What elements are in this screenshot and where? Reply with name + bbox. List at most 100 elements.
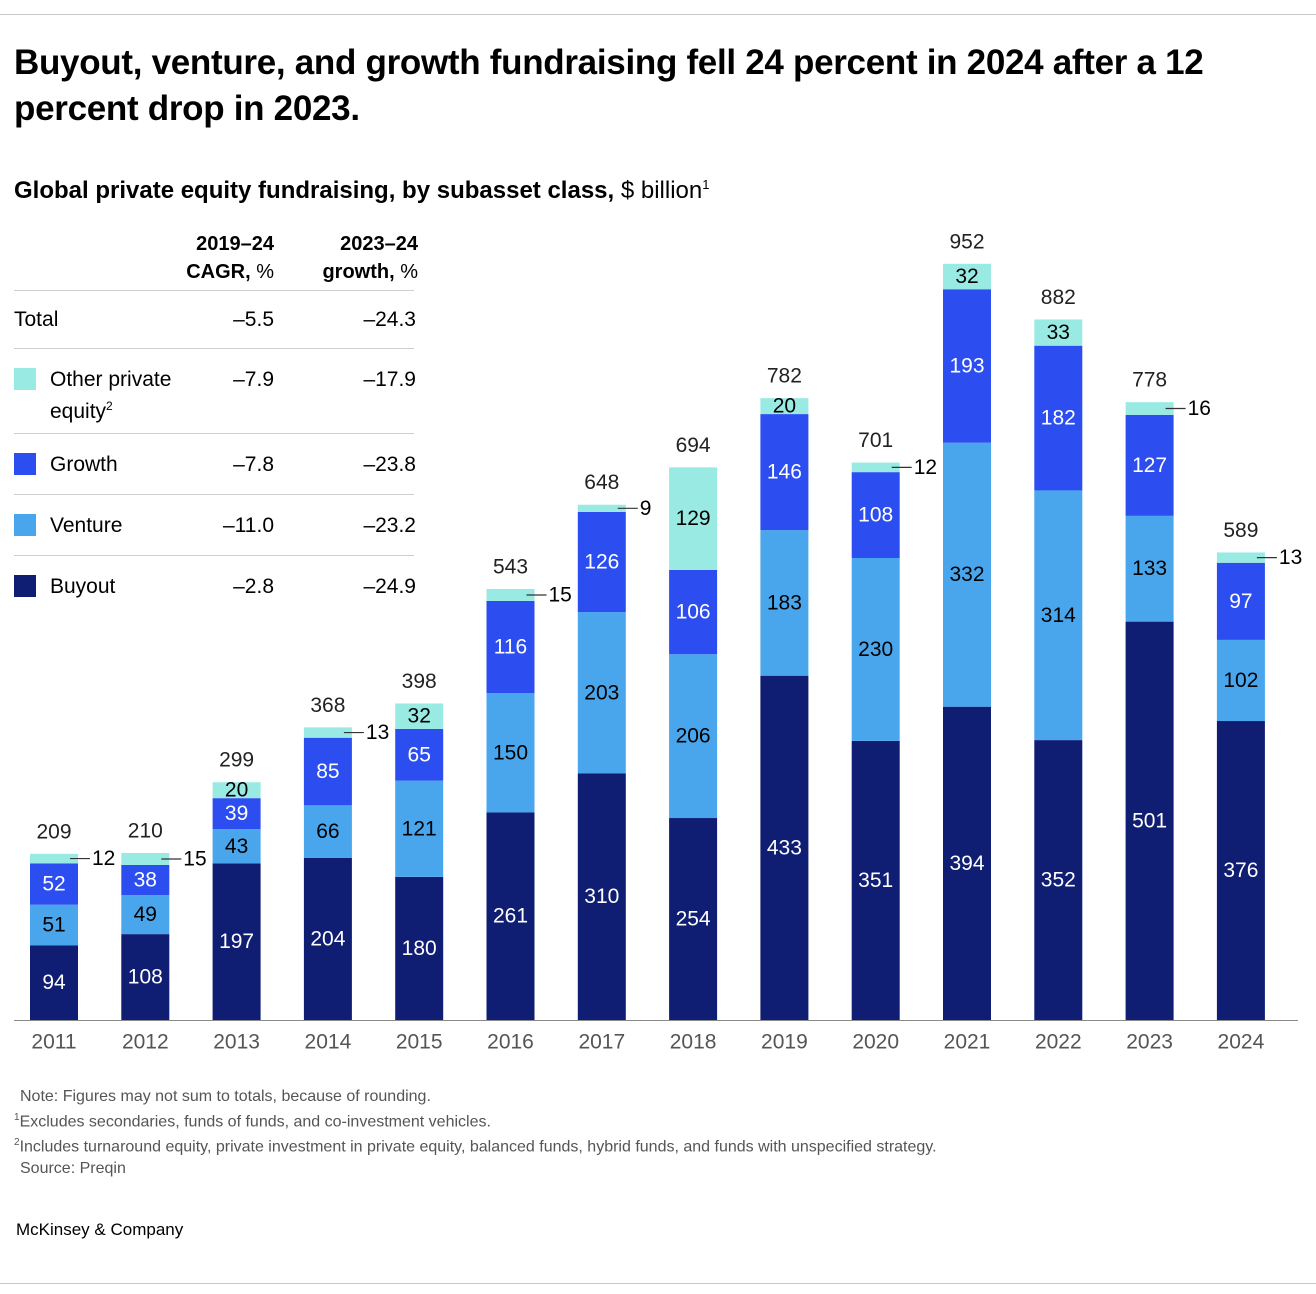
bar-segment-growth [212,798,261,830]
legend-growth-total: –24.3 [363,308,416,331]
legend-cagr-other: –7.9 [233,368,274,391]
bar-segment-growth [760,414,809,531]
bar-segment-other-private-equity [30,853,78,864]
bar-segment-growth [851,472,900,559]
bar-total-label: 648 [584,471,619,494]
bar-segment-other-private-equity [212,782,261,799]
legend-divider [14,290,414,291]
bar-segment-venture [851,558,900,741]
bar-segment-buyout [669,818,718,1020]
bar-total-label: 952 [949,230,984,253]
bar-segment-buyout [212,863,261,1020]
bar-segment-buyout [395,876,444,1020]
bar-segment-venture [486,693,535,813]
legend-cagr-growth: –7.8 [233,453,274,476]
bar-segment-growth [121,864,170,896]
segment-value-label: 65 [408,743,431,766]
bar-total-label: 589 [1223,519,1258,542]
legend-label-venture: Venture [50,514,123,537]
segment-value-label: 13 [1279,546,1302,569]
segment-value-label: 102 [1223,669,1258,692]
segment-value-label: 20 [773,395,796,418]
x-tick-label: 2011 [31,1031,76,1054]
subtitle-unit: $ billion [614,177,703,204]
source: Source: Preqin [20,1159,126,1177]
bar-total-label: 398 [402,670,437,693]
legend-label-other-line1: Other private [50,368,172,391]
footnote-2: 2Includes turnaround equity, private inv… [14,1132,937,1157]
bar-segment-buyout [1216,721,1265,1020]
bar-segment-growth [1034,345,1083,491]
segment-value-label: 127 [1132,454,1167,477]
segment-value-label: 182 [1041,407,1076,430]
segment-value-label: 15 [183,847,206,870]
segment-value-label: 254 [676,908,711,931]
segment-value-label: 376 [1223,859,1258,882]
x-tick-label: 2022 [1035,1031,1082,1054]
growth-header-line1: 2023–24 [340,233,418,255]
bar-segment-other-private-equity [303,727,352,738]
bar-segment-growth [486,600,535,694]
segment-value-label: 314 [1041,604,1076,627]
segment-value-label: 15 [549,583,572,606]
bar-total-label: 543 [493,556,528,579]
subtitle-footnote-marker: 1 [702,177,710,192]
bar-segment-venture [121,895,170,935]
x-tick-label: 2023 [1126,1031,1173,1054]
chart-subtitle: Global private equity fundraising, by su… [14,170,709,206]
brand-logo-text: McKinsey & Company [16,1220,184,1239]
footnote-2-text: Includes turnaround equity, private inve… [19,1138,937,1156]
bar-total-label: 299 [219,749,254,772]
segment-value-label: 12 [914,456,937,479]
bar-segment-buyout [943,706,991,1020]
segment-value-label: 108 [128,966,163,989]
segment-value-label: 52 [42,873,65,896]
segment-value-label: 66 [316,820,339,843]
x-tick-label: 2013 [213,1031,260,1054]
segment-value-label: 49 [134,903,157,926]
segment-value-label: 203 [584,681,619,704]
legend-cagr-venture: –11.0 [223,514,274,537]
x-tick-label: 2017 [578,1031,625,1054]
legend-growth-buyout: –24.9 [363,575,416,598]
segment-value-label: 133 [1132,557,1167,580]
legend-growth-other: –17.9 [363,368,416,391]
footnote-1: 1Excludes secondaries, funds of funds, a… [14,1107,937,1132]
x-tick-label: 2012 [122,1031,169,1054]
segment-value-label: 146 [767,461,802,484]
bar-segment-venture [395,780,444,877]
segment-value-label: 85 [316,760,339,783]
segment-value-label: 126 [584,550,619,573]
bar-total-label: 209 [36,820,71,843]
segment-value-label: 16 [1188,397,1211,420]
bar-total-label: 701 [858,429,893,452]
segment-value-label: 9 [640,497,652,520]
segment-value-label: 352 [1041,869,1076,892]
segment-value-label: 332 [949,563,984,586]
bar-segment-growth [943,289,991,443]
x-tick-label: 2024 [1218,1031,1265,1054]
bar-segment-venture [1216,639,1265,722]
segment-value-label: 32 [955,265,978,288]
bar-segment-venture [1034,490,1083,741]
chart-title: Buyout, venture, and growth fundraising … [14,43,1204,128]
bar-segment-venture [212,829,261,864]
bar-segment-buyout [1034,740,1083,1020]
bar-segment-growth [1216,562,1265,640]
legend-divider [14,555,414,556]
bar-segment-venture [760,530,809,676]
legend-swatch-venture [14,514,36,536]
growth-header-bold: growth, [322,261,395,283]
segment-value-label: 97 [1229,590,1252,613]
growth-column-header: 2023–24 growth, % [280,230,418,286]
segment-value-label: 13 [366,721,389,744]
cagr-column-header: 2019–24 CAGR, % [150,230,274,286]
bar-segment-buyout [1125,621,1174,1020]
bar-segment-growth [1125,414,1174,516]
bar-segment-other-private-equity [669,467,718,570]
x-tick-label: 2019 [761,1031,808,1054]
cagr-header-bold: CAGR, [186,261,251,283]
segment-value-label: 20 [225,779,248,802]
cagr-header-line1: 2019–24 [196,233,274,255]
